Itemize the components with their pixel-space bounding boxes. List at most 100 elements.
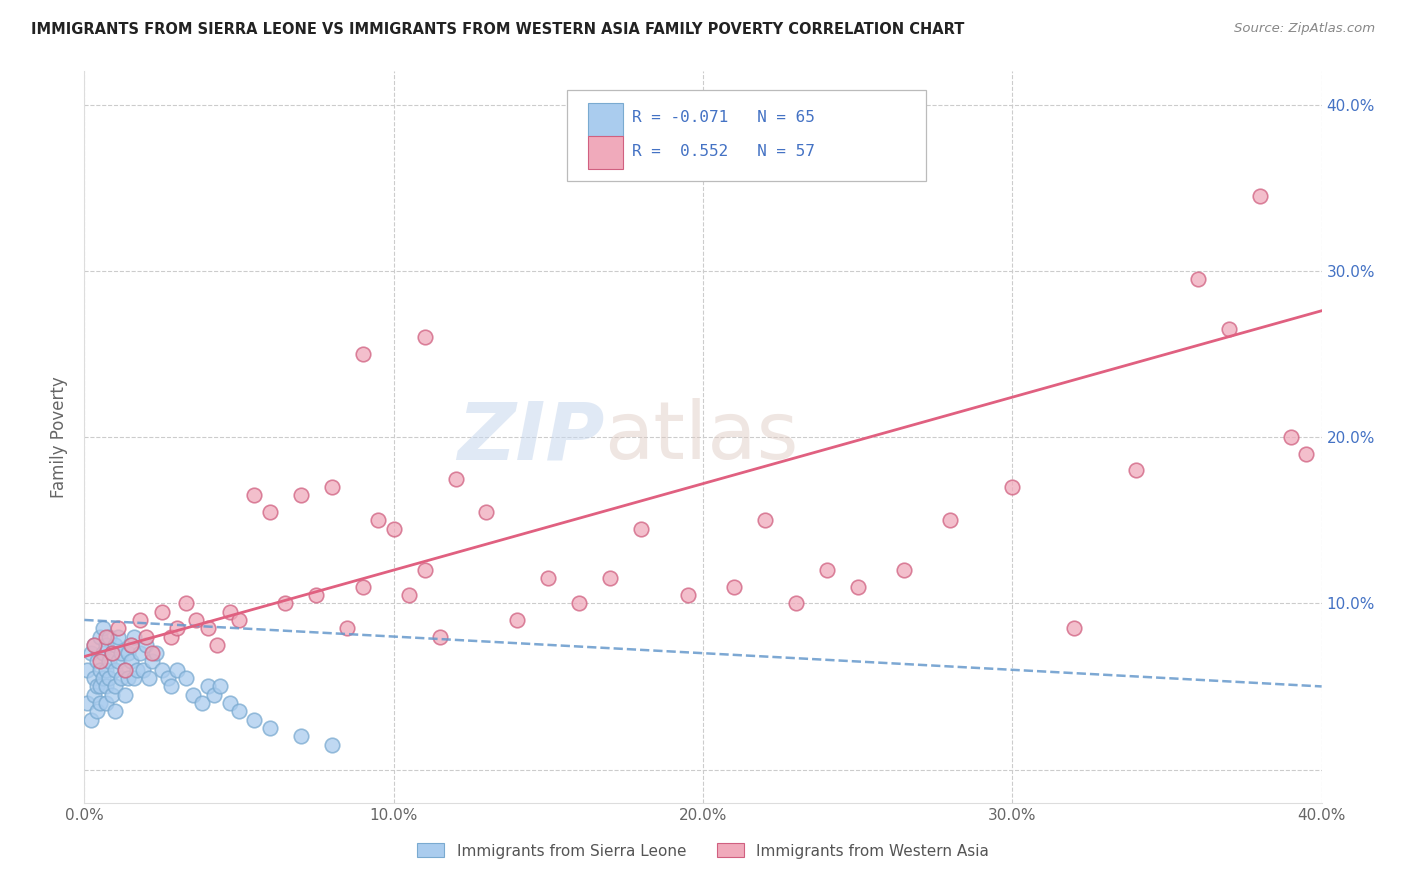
Point <box>122 671 145 685</box>
Point <box>104 638 127 652</box>
Point <box>259 721 281 735</box>
Point <box>754 513 776 527</box>
Point <box>89 630 111 644</box>
Point <box>893 563 915 577</box>
Point <box>129 646 152 660</box>
Point <box>506 613 529 627</box>
Point <box>1295 447 1317 461</box>
Point <box>98 671 121 685</box>
Point <box>429 630 451 644</box>
Point <box>305 588 328 602</box>
Point <box>815 563 838 577</box>
Point <box>101 646 124 660</box>
Point <box>218 605 240 619</box>
Point <box>89 680 111 694</box>
Point <box>107 655 129 669</box>
Point <box>166 663 188 677</box>
Point <box>94 630 117 644</box>
Point <box>114 663 136 677</box>
Point <box>89 655 111 669</box>
Point <box>1218 322 1240 336</box>
Point <box>94 663 117 677</box>
Point <box>207 638 229 652</box>
Point <box>197 621 219 635</box>
Point <box>114 663 136 677</box>
Point <box>79 713 101 727</box>
Point <box>228 613 250 627</box>
Point <box>537 571 560 585</box>
Point <box>101 646 124 660</box>
Point <box>156 671 179 685</box>
Point <box>160 680 183 694</box>
Point <box>676 588 699 602</box>
Point <box>785 596 807 610</box>
Point <box>76 663 98 677</box>
Point <box>94 696 117 710</box>
Point <box>141 646 163 660</box>
Point <box>114 688 136 702</box>
Point <box>176 671 198 685</box>
Point <box>86 680 108 694</box>
Point <box>1187 272 1209 286</box>
Point <box>132 663 155 677</box>
Point <box>599 571 621 585</box>
Point <box>630 521 652 535</box>
Point <box>104 705 127 719</box>
Point <box>94 638 117 652</box>
Point <box>98 655 121 669</box>
Point <box>91 671 114 685</box>
Point <box>1125 463 1147 477</box>
Point <box>413 330 436 344</box>
Point <box>209 680 232 694</box>
Point <box>274 596 297 610</box>
Point <box>120 655 142 669</box>
Point <box>141 655 163 669</box>
Point <box>160 630 183 644</box>
Point <box>413 563 436 577</box>
Point <box>94 680 117 694</box>
Point <box>1001 480 1024 494</box>
Point <box>218 696 240 710</box>
Text: ZIP: ZIP <box>457 398 605 476</box>
Point <box>176 596 198 610</box>
Point <box>150 605 173 619</box>
Text: IMMIGRANTS FROM SIERRA LEONE VS IMMIGRANTS FROM WESTERN ASIA FAMILY POVERTY CORR: IMMIGRANTS FROM SIERRA LEONE VS IMMIGRAN… <box>31 22 965 37</box>
Point <box>107 621 129 635</box>
Point <box>243 713 266 727</box>
Legend: Immigrants from Sierra Leone, Immigrants from Western Asia: Immigrants from Sierra Leone, Immigrants… <box>411 838 995 864</box>
Point <box>125 663 148 677</box>
Point <box>352 347 374 361</box>
Point <box>91 621 114 635</box>
Point <box>444 472 467 486</box>
Point <box>228 705 250 719</box>
Point <box>568 596 591 610</box>
Point <box>259 505 281 519</box>
Point <box>79 646 101 660</box>
Point <box>166 621 188 635</box>
Bar <box>588 103 623 136</box>
Point <box>150 663 173 677</box>
Point <box>475 505 498 519</box>
Point <box>129 613 152 627</box>
Point <box>98 630 121 644</box>
Point <box>86 655 108 669</box>
Point <box>76 696 98 710</box>
Point <box>1249 189 1271 203</box>
Point <box>86 705 108 719</box>
Point <box>846 580 869 594</box>
Point <box>321 480 343 494</box>
Point <box>184 613 207 627</box>
Y-axis label: Family Poverty: Family Poverty <box>51 376 69 498</box>
Point <box>89 696 111 710</box>
Point <box>120 638 142 652</box>
Point <box>101 688 124 702</box>
Point <box>117 671 139 685</box>
Point <box>83 638 105 652</box>
Text: R = -0.071   N = 65: R = -0.071 N = 65 <box>633 110 815 125</box>
Text: atlas: atlas <box>605 398 799 476</box>
Point <box>135 630 157 644</box>
Point <box>120 638 142 652</box>
Point <box>290 488 312 502</box>
Point <box>352 580 374 594</box>
Point <box>1279 430 1302 444</box>
